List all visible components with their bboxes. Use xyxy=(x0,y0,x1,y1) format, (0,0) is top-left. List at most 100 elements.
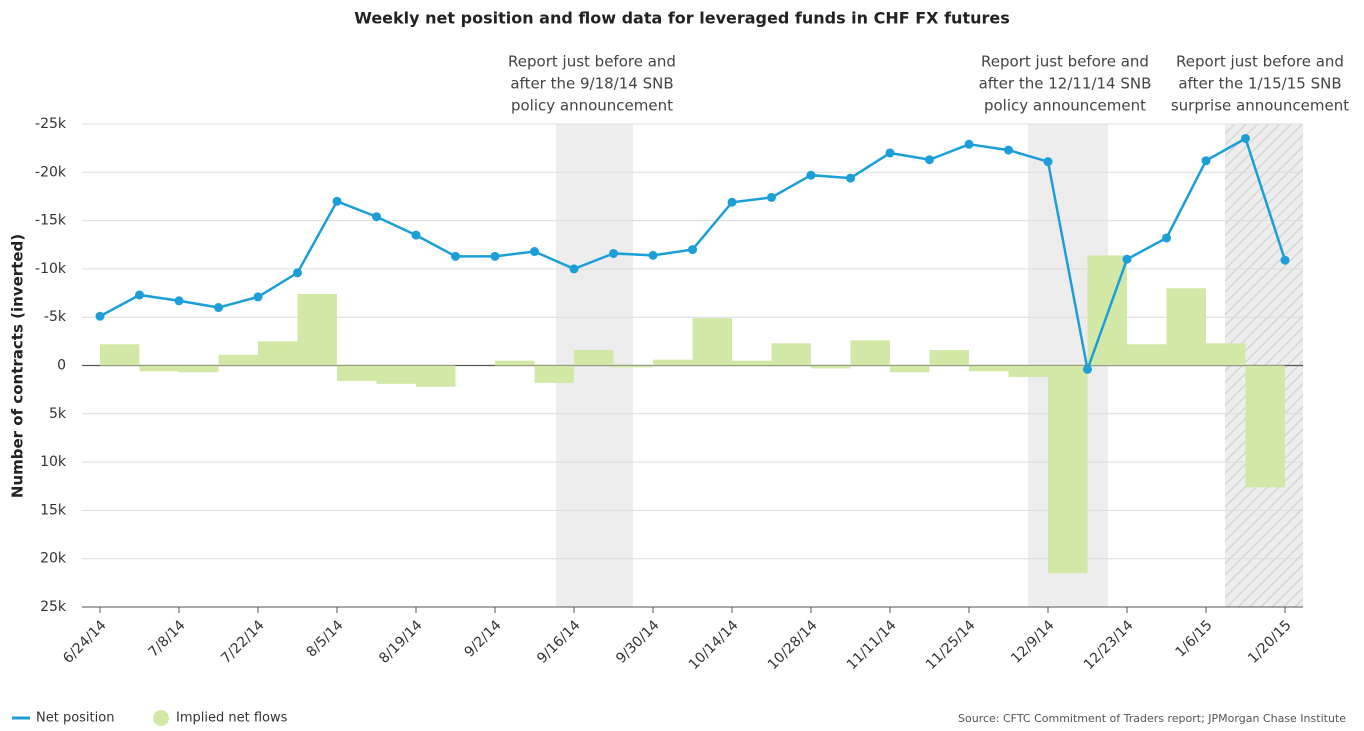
point xyxy=(293,268,302,278)
x-tick-label: 7/22/14 xyxy=(218,617,268,667)
line-layer xyxy=(95,133,1290,375)
source: Source: CFTC Commitment of Traders repor… xyxy=(958,712,1346,725)
y-tick-label: 25k xyxy=(40,599,67,615)
legend-label: Implied net flows xyxy=(176,711,288,726)
y-tick-label: -20k xyxy=(35,164,67,180)
point xyxy=(846,173,855,183)
point xyxy=(214,303,223,313)
point xyxy=(1201,156,1211,166)
y-tick-label: 20k xyxy=(40,551,67,567)
point xyxy=(490,251,500,261)
annotation: policy announcement xyxy=(511,97,673,115)
x-tick-label: 9/2/14 xyxy=(461,617,504,660)
point xyxy=(569,264,579,274)
bar xyxy=(969,365,1009,372)
bar xyxy=(613,365,653,368)
legend-label: Net position xyxy=(36,711,114,726)
point xyxy=(332,196,342,206)
bar xyxy=(1206,343,1246,366)
point xyxy=(925,155,934,165)
bar xyxy=(1008,365,1048,378)
bars xyxy=(100,255,1285,574)
annotation: policy announcement xyxy=(984,97,1146,115)
point xyxy=(174,296,184,306)
point xyxy=(1280,255,1290,265)
y-tick-label: 5k xyxy=(49,406,67,422)
bar xyxy=(732,360,772,366)
bar xyxy=(1087,255,1127,366)
point xyxy=(1241,133,1250,143)
point xyxy=(727,197,737,207)
point xyxy=(609,248,618,258)
point xyxy=(1004,145,1013,155)
x-tick-label: 1/6/15 xyxy=(1172,617,1215,660)
point xyxy=(648,250,658,260)
y-tick-label: 0 xyxy=(57,358,66,374)
point xyxy=(411,230,421,240)
annotation: after the 12/11/14 SNB xyxy=(979,75,1152,93)
point xyxy=(806,170,816,180)
bar xyxy=(890,365,930,373)
x-tick-label: 9/16/14 xyxy=(534,617,584,667)
bar xyxy=(179,365,219,373)
chart-title: Weekly net position and flow data for le… xyxy=(354,9,1010,28)
y-tick-label: -5k xyxy=(44,309,67,325)
point xyxy=(95,311,105,321)
point xyxy=(253,292,263,302)
bar xyxy=(139,365,179,372)
bar xyxy=(1127,344,1167,366)
annotation: after the 9/18/14 SNB xyxy=(510,75,673,93)
x-tick-label: 12/9/14 xyxy=(1008,617,1058,667)
bar xyxy=(574,350,614,366)
bar xyxy=(653,359,693,366)
bar xyxy=(771,343,811,366)
bar xyxy=(1245,365,1285,488)
x-tick-label: 10/28/14 xyxy=(765,617,821,673)
bar xyxy=(495,360,535,366)
annotation: Report just before and xyxy=(1176,53,1344,71)
point xyxy=(530,247,539,257)
bar xyxy=(850,340,890,366)
point xyxy=(372,212,381,222)
point xyxy=(451,251,460,261)
point xyxy=(767,192,776,202)
bar xyxy=(811,365,851,369)
bar xyxy=(692,318,732,366)
y-tick-label: -15k xyxy=(35,213,67,229)
y-tick-label: 10k xyxy=(40,454,67,470)
bar xyxy=(218,354,258,366)
point xyxy=(1043,157,1053,167)
point xyxy=(688,245,697,255)
annotation: surprise announcement xyxy=(1171,97,1349,115)
annotation: after the 1/15/15 SNB xyxy=(1178,75,1341,93)
x-tick-label: 1/20/15 xyxy=(1245,617,1294,666)
x-tick-label: 8/19/14 xyxy=(376,617,426,667)
point xyxy=(885,148,895,158)
bar xyxy=(100,344,140,366)
point xyxy=(1083,364,1092,374)
x-tick-label: 7/8/14 xyxy=(145,617,188,660)
bar xyxy=(1048,365,1088,574)
point xyxy=(1162,233,1171,243)
x-tick-label: 9/30/14 xyxy=(613,617,663,667)
bar xyxy=(929,350,969,366)
bar xyxy=(376,365,416,384)
annotation: Report just before and xyxy=(508,53,676,71)
legend-swatch xyxy=(153,710,169,726)
x-tick-label: 11/11/14 xyxy=(844,617,900,673)
bar xyxy=(416,365,456,387)
x-tick-label: 11/25/14 xyxy=(923,617,979,673)
bar xyxy=(1166,288,1206,366)
bar xyxy=(337,365,377,381)
bar xyxy=(258,341,298,366)
y-tick-label: -10k xyxy=(35,261,67,277)
annotation: Report just before and xyxy=(981,53,1149,71)
x-tick-label: 8/5/14 xyxy=(303,617,346,660)
y-axis-label: Number of contracts (inverted) xyxy=(9,234,27,498)
bar xyxy=(297,294,337,366)
point xyxy=(964,139,974,149)
point xyxy=(135,290,144,300)
y-tick-label: -25k xyxy=(35,116,67,132)
bar xyxy=(534,365,574,383)
